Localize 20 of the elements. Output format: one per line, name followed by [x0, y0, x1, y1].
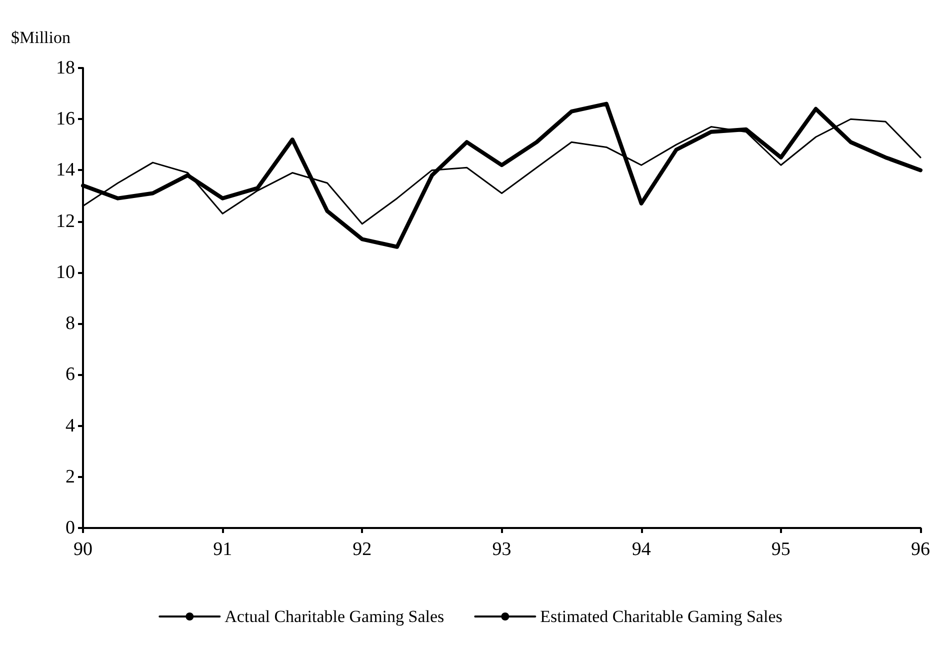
x-tick-label: 91: [213, 539, 232, 560]
y-tick-label: 2: [66, 466, 75, 488]
y-axis-title: $Million: [11, 28, 72, 47]
x-tick-label: 92: [352, 539, 372, 560]
y-tick-label: 14: [56, 160, 76, 181]
y-tick-label: 12: [56, 210, 75, 232]
y-tick-label: 16: [56, 108, 75, 130]
y-tick-label: 8: [66, 313, 75, 334]
y-tick-label: 0: [66, 518, 75, 538]
x-tick-label: 94: [632, 539, 652, 560]
x-tick-label: 93: [492, 539, 512, 560]
x-tick-label: 96: [911, 539, 930, 560]
x-tick-label: 90: [74, 539, 92, 560]
y-tick-label: 18: [56, 58, 75, 78]
legend-label: Actual Charitable Gaming Sales: [224, 607, 444, 626]
y-tick-label: 6: [66, 364, 75, 386]
y-tick-label: 10: [56, 262, 75, 283]
legend-label: Estimated Charitable Gaming Sales: [540, 607, 782, 626]
x-tick-label: 95: [771, 539, 790, 560]
y-tick-label: 4: [66, 415, 76, 436]
